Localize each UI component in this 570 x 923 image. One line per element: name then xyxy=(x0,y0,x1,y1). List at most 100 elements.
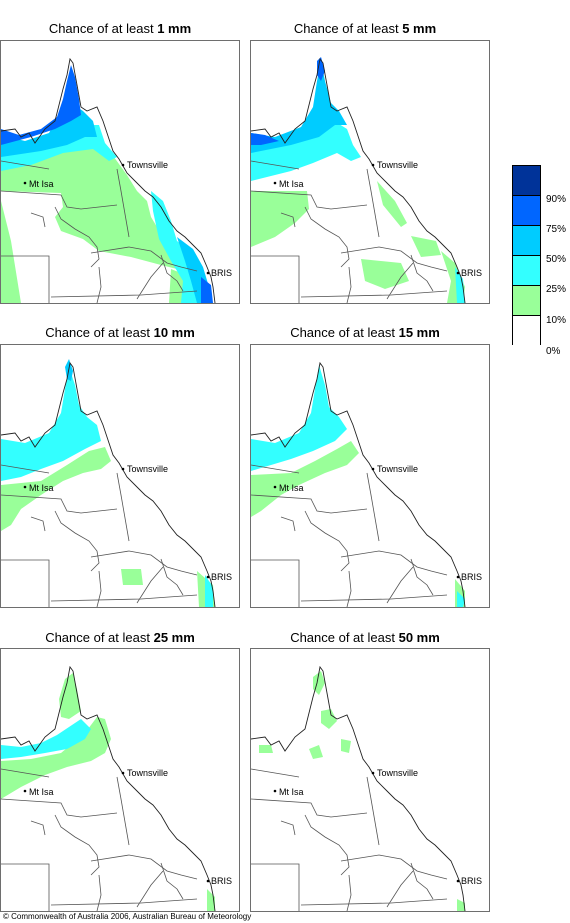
district-boundary xyxy=(160,558,184,596)
map-canvas: Townsville Mt Isa BRIS xyxy=(251,665,482,911)
district-boundary xyxy=(366,776,380,846)
district-boundary xyxy=(1,494,118,514)
map-15mm: Townsville Mt Isa BRIS xyxy=(250,344,490,608)
district-boundary xyxy=(90,550,198,576)
copyright-notice: © Commonwealth of Australia 2006, Austra… xyxy=(3,912,252,921)
district-boundary xyxy=(280,820,296,836)
coastline xyxy=(251,665,466,911)
district-boundary xyxy=(251,160,300,170)
district-boundary xyxy=(96,570,102,607)
district-boundary xyxy=(1,160,50,170)
district-boundary xyxy=(1,798,118,818)
rainfall-probability-area xyxy=(251,119,465,303)
district-boundary xyxy=(116,168,130,238)
map-1mm: Townsville Mt Isa BRIS xyxy=(0,40,240,304)
district-boundary xyxy=(160,862,184,900)
district-boundary xyxy=(96,266,102,303)
map-canvas: Townsville Mt Isa BRIS xyxy=(251,361,482,607)
rainfall-probability-area xyxy=(1,131,197,303)
label-townsville: Townsville xyxy=(127,464,168,474)
label-mt-isa: Mt Isa xyxy=(29,483,54,493)
panel-title-25mm: Chance of at least 25 mm xyxy=(45,630,195,645)
place-marker xyxy=(206,879,210,883)
district-boundary xyxy=(54,510,100,572)
district-boundary xyxy=(386,870,414,908)
label-townsville: Townsville xyxy=(127,768,168,778)
state-border xyxy=(1,255,50,303)
district-boundary xyxy=(160,254,184,292)
label-mt-isa: Mt Isa xyxy=(279,483,304,493)
state-border xyxy=(1,559,50,607)
district-boundary xyxy=(54,206,100,268)
legend-label-90: 90% xyxy=(546,194,567,205)
map-25mm: Townsville Mt Isa BRIS xyxy=(0,648,240,912)
district-boundary xyxy=(300,594,448,602)
legend-swatch-50-75 xyxy=(512,225,541,255)
state-border xyxy=(251,863,300,911)
label-mt-isa: Mt Isa xyxy=(29,787,54,797)
district-boundary xyxy=(54,814,100,876)
place-marker xyxy=(273,181,277,185)
label-townsville: Townsville xyxy=(127,160,168,170)
district-boundary xyxy=(366,168,380,238)
rainfall-probability-area xyxy=(251,181,465,303)
label-brisbane: BRIS xyxy=(211,876,232,886)
district-boundary xyxy=(251,798,368,818)
district-boundary xyxy=(136,870,164,908)
district-boundary xyxy=(410,558,434,596)
district-boundary xyxy=(346,570,352,607)
label-townsville: Townsville xyxy=(377,160,418,170)
label-townsville: Townsville xyxy=(377,768,418,778)
map-canvas: Townsville Mt Isa BRIS xyxy=(1,665,232,911)
district-boundary xyxy=(304,206,350,268)
district-boundary xyxy=(136,566,164,604)
district-boundary xyxy=(304,814,350,876)
district-boundary xyxy=(50,898,198,906)
coastline xyxy=(1,361,216,607)
coastline xyxy=(1,665,216,911)
district-boundary xyxy=(410,254,434,292)
place-marker xyxy=(121,771,125,775)
district-boundary xyxy=(340,854,448,880)
district-boundary xyxy=(251,464,300,474)
legend-label-25: 25% xyxy=(546,284,567,295)
coastline xyxy=(251,361,466,607)
district-boundary xyxy=(346,874,352,911)
rainfall-probability-area xyxy=(251,61,347,153)
label-brisbane: BRIS xyxy=(461,572,482,582)
place-marker xyxy=(273,789,277,793)
legend-swatch-90-100 xyxy=(512,165,541,195)
district-boundary xyxy=(280,212,296,228)
coastline xyxy=(1,57,216,303)
place-marker xyxy=(456,575,460,579)
district-boundary xyxy=(346,266,352,303)
place-marker xyxy=(23,181,27,185)
district-boundary xyxy=(300,898,448,906)
district-boundary xyxy=(340,550,448,576)
label-mt-isa: Mt Isa xyxy=(279,179,304,189)
probability-legend: 90% 75% 50% 25% 10% 0% xyxy=(512,165,566,357)
label-townsville: Townsville xyxy=(377,464,418,474)
panel-title-5mm: Chance of at least 5 mm xyxy=(293,21,437,36)
place-marker xyxy=(206,271,210,275)
district-boundary xyxy=(116,472,130,542)
district-boundary xyxy=(340,246,448,272)
district-boundary xyxy=(251,768,300,778)
place-marker xyxy=(371,163,375,167)
district-boundary xyxy=(50,290,198,298)
label-brisbane: BRIS xyxy=(461,268,482,278)
label-mt-isa: Mt Isa xyxy=(29,179,54,189)
legend-swatch-25-50 xyxy=(512,255,541,285)
map-canvas: Townsville Mt Isa BRIS xyxy=(1,57,232,303)
legend-swatch-10-25 xyxy=(512,285,541,315)
district-boundary xyxy=(386,566,414,604)
map-canvas: Townsville Mt Isa BRIS xyxy=(251,57,482,303)
place-marker xyxy=(23,789,27,793)
rainfall-probability-area xyxy=(251,57,325,145)
district-boundary xyxy=(96,874,102,911)
district-boundary xyxy=(251,190,368,210)
rainfall-probability-area xyxy=(1,65,213,303)
state-border xyxy=(251,559,300,607)
legend-swatch-75-90 xyxy=(512,195,541,225)
district-boundary xyxy=(30,820,46,836)
